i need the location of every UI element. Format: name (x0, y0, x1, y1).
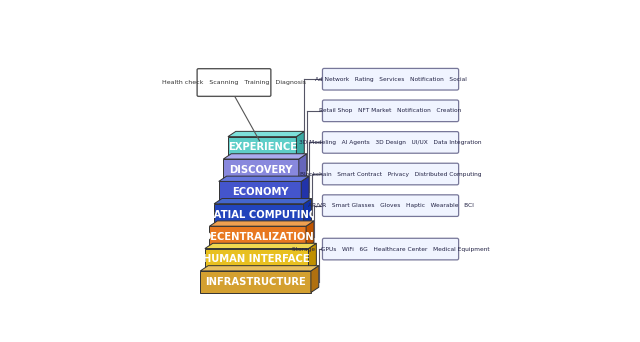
Text: Retail Shop   NFT Market   Notification   Creation: Retail Shop NFT Market Notification Crea… (319, 108, 461, 113)
Text: 3D Modeling   AI Agents   3D Design   UI/UX   Data Integration: 3D Modeling AI Agents 3D Design UI/UX Da… (300, 140, 482, 145)
Polygon shape (214, 198, 312, 204)
Text: Ad Network   Rating   Services   Notification   Social: Ad Network Rating Services Notification … (315, 77, 467, 82)
Text: Storage   GPUs   WiFi   6G   Healthcare Center   Medical Equipment: Storage GPUs WiFi 6G Healthcare Center M… (292, 247, 490, 252)
Polygon shape (219, 176, 309, 181)
Text: DECENTRALIZATION: DECENTRALIZATION (202, 232, 314, 242)
Text: Health check   Scanning   Training   Diagnosis: Health check Scanning Training Diagnosis (162, 80, 306, 85)
Text: SPATIAL COMPUTING: SPATIAL COMPUTING (200, 210, 317, 220)
FancyBboxPatch shape (323, 163, 459, 185)
FancyBboxPatch shape (323, 195, 459, 216)
Polygon shape (306, 221, 314, 248)
Polygon shape (223, 154, 307, 159)
Polygon shape (223, 159, 299, 181)
Polygon shape (299, 154, 307, 181)
Polygon shape (219, 181, 301, 203)
Polygon shape (200, 271, 311, 292)
Text: EXPERIENCE: EXPERIENCE (228, 142, 297, 153)
Polygon shape (308, 243, 316, 270)
Polygon shape (214, 204, 303, 225)
FancyBboxPatch shape (323, 132, 459, 153)
Polygon shape (200, 266, 319, 271)
Polygon shape (205, 249, 308, 270)
Text: ECONOMY: ECONOMY (232, 187, 288, 197)
Text: Blockchain   Smart Contract   Privacy   Distributed Computing: Blockchain Smart Contract Privacy Distri… (300, 172, 481, 176)
Polygon shape (228, 137, 296, 158)
Polygon shape (209, 221, 314, 226)
Text: HUMAN INTERFACE: HUMAN INTERFACE (204, 254, 310, 264)
FancyBboxPatch shape (323, 238, 459, 260)
Polygon shape (301, 176, 309, 203)
Text: INFRASTRUCTURE: INFRASTRUCTURE (205, 277, 306, 287)
Polygon shape (205, 243, 316, 249)
Text: DISCOVERY: DISCOVERY (229, 165, 293, 175)
FancyBboxPatch shape (323, 100, 459, 122)
FancyBboxPatch shape (197, 69, 271, 96)
Polygon shape (228, 131, 304, 137)
Polygon shape (311, 266, 319, 292)
Polygon shape (296, 131, 304, 158)
Text: AR/VR   Smart Glasses   Gloves   Haptic   Wearable   BCI: AR/VR Smart Glasses Gloves Haptic Wearab… (308, 203, 474, 208)
Polygon shape (209, 226, 306, 248)
Polygon shape (303, 198, 312, 225)
FancyBboxPatch shape (323, 68, 459, 90)
